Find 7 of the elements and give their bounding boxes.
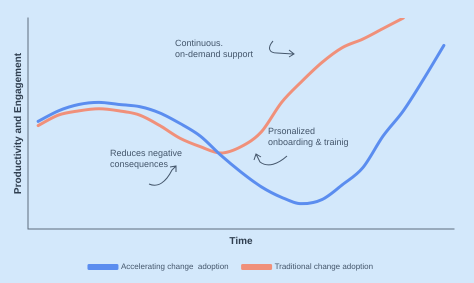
y-axis-title: Productivity and Engagement [12, 52, 24, 194]
x-axis-title: Time [229, 236, 254, 247]
annotation: Continuous. on-demand support [175, 38, 254, 60]
legend-label: Traditional change adoption [274, 262, 374, 272]
legend-label: Accelerating change adoption [120, 262, 229, 272]
annotation: Reduces negative consequences [110, 148, 182, 170]
annotation: Prsonalized onboarding & trainig [268, 126, 349, 148]
